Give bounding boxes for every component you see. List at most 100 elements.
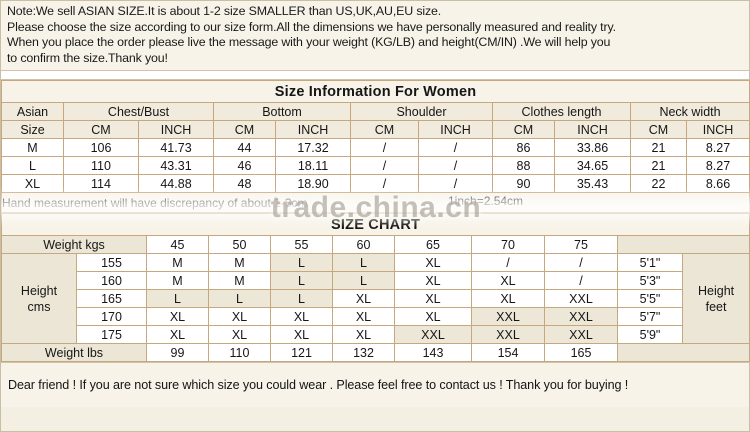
women-cell: / xyxy=(350,138,419,157)
size-information-women-table: Size Information For Women Asian Chest/B… xyxy=(0,80,750,213)
size-cell: XL xyxy=(270,325,333,344)
women-cell: 114 xyxy=(63,174,139,193)
height-cms-label-bottom: cms xyxy=(27,299,51,314)
size-cell: L xyxy=(146,289,209,308)
size-chart-title: SIZE CHART xyxy=(0,213,750,236)
women-cell: / xyxy=(418,156,493,175)
height-feet-value: 5'5" xyxy=(617,289,683,308)
size-cell: XL xyxy=(332,307,395,326)
table-row: XL 114 44.88 48 18.90 / / 90 35.43 22 8.… xyxy=(1,174,750,193)
discrepancy-note: Hand measurement will have discrepancy o… xyxy=(0,192,750,213)
table-row: Height cms 155 M M L L XL / / 5'1" Heigh… xyxy=(1,253,750,344)
size-cell: XL xyxy=(332,289,395,308)
size-cell: / xyxy=(544,253,618,272)
weight-lbs-value: 132 xyxy=(332,343,395,362)
women-cell: 41.73 xyxy=(138,138,214,157)
weight-lbs-empty-cell xyxy=(616,343,750,362)
size-cell: / xyxy=(471,253,545,272)
note-line-3: When you place the order please live the… xyxy=(7,35,611,49)
height-cm-value: 175 xyxy=(76,325,147,344)
height-feet-label-top: Height xyxy=(697,283,735,298)
women-table-unit-header-row: Size CM INCH CM INCH CM INCH CM INCH CM … xyxy=(1,120,750,139)
note-line-2: Please choose the size according to our … xyxy=(7,19,616,34)
women-cell: 8.27 xyxy=(685,156,750,175)
size-cell: L xyxy=(270,253,333,272)
women-cell: 34.65 xyxy=(554,156,631,175)
size-cell: XXL xyxy=(544,307,618,326)
size-cell: XL xyxy=(208,325,271,344)
weight-lbs-label: Weight lbs xyxy=(1,343,147,362)
size-cell: M xyxy=(146,271,209,290)
table-row: M 106 41.73 44 17.32 / / 86 33.86 21 8.2… xyxy=(1,138,750,157)
women-cell: 18.90 xyxy=(275,174,351,193)
weight-lbs-value: 110 xyxy=(208,343,271,362)
women-cell: 43.31 xyxy=(138,156,214,175)
note-line-1: Note:We sell ASIAN SIZE.It is about 1-2 … xyxy=(7,4,442,18)
weight-kgs-value: 75 xyxy=(544,235,618,254)
unit-header-length-inch: INCH xyxy=(554,120,631,139)
size-cell: L xyxy=(270,289,333,308)
women-table-title: Size Information For Women xyxy=(0,80,750,103)
size-cell: XL xyxy=(146,307,209,326)
height-cms-label-top: Height xyxy=(20,283,58,298)
inch-conversion-text: 1inch=2.54cm xyxy=(448,194,524,208)
women-cell: / xyxy=(418,138,493,157)
unit-header-neck-cm: CM xyxy=(630,120,687,139)
size-cell: XXL xyxy=(471,307,545,326)
women-row-size: M xyxy=(1,138,64,157)
women-cell: 8.66 xyxy=(685,174,750,193)
women-cell: 44.88 xyxy=(138,174,214,193)
size-cell: XXL xyxy=(544,325,618,344)
women-cell: 18.11 xyxy=(275,156,351,175)
table-row: 170 XL XL XL XL XL XXL XXL 5'7" xyxy=(2,307,750,326)
group-header-clothes-length: Clothes length xyxy=(492,102,631,121)
weight-lbs-value: 165 xyxy=(544,343,618,362)
size-cell: XXL xyxy=(544,289,618,308)
height-cm-value: 160 xyxy=(76,271,147,290)
asian-size-header-top: Asian xyxy=(1,102,64,121)
discrepancy-left-text: Hand measurement will have discrepancy o… xyxy=(2,195,308,210)
women-cell: 17.32 xyxy=(275,138,351,157)
note-line-4: to confirm the size.Thank you! xyxy=(7,50,168,65)
size-cell: XL xyxy=(270,307,333,326)
unit-header-bottom-inch: INCH xyxy=(275,120,351,139)
height-cm-value: 170 xyxy=(76,307,147,326)
height-feet-label-bottom: feet xyxy=(705,299,727,314)
size-cell: XL xyxy=(471,271,545,290)
weight-kgs-value: 50 xyxy=(208,235,271,254)
table-row: L 110 43.31 46 18.11 / / 88 34.65 21 8.2… xyxy=(1,156,750,175)
weight-lbs-row: Weight lbs 99 110 121 132 143 154 165 xyxy=(1,343,750,362)
table-row: 165 L L L XL XL XL XXL 5'5" xyxy=(2,289,750,308)
size-cell: XL xyxy=(394,289,472,308)
asian-size-header-bottom: Size xyxy=(1,120,64,139)
size-cell: / xyxy=(544,271,618,290)
women-cell: 88 xyxy=(492,156,555,175)
size-cell: L xyxy=(208,289,271,308)
height-feet-value: 5'7" xyxy=(617,307,683,326)
height-feet-value: 5'3" xyxy=(617,271,683,290)
table-row: 175 XL XL XL XL XXL XXL XXL 5'9" xyxy=(2,325,750,344)
height-cms-label: Height cms xyxy=(1,253,77,344)
weight-lbs-value: 99 xyxy=(146,343,209,362)
size-cell: XXL xyxy=(394,325,472,344)
group-header-neck-width: Neck width xyxy=(629,102,750,121)
unit-header-shoulder-cm: CM xyxy=(350,120,419,139)
unit-header-shoulder-inch: INCH xyxy=(418,120,493,139)
size-cell: XXL xyxy=(471,325,545,344)
size-cell: XL xyxy=(208,307,271,326)
height-feet-value: 5'9" xyxy=(617,325,683,344)
weight-kgs-label: Weight kgs xyxy=(1,235,147,254)
women-cell: 46 xyxy=(213,156,276,175)
size-cell: XL xyxy=(394,253,472,272)
size-cell: XL xyxy=(394,307,472,326)
height-cm-value: 165 xyxy=(76,289,147,308)
footer-message: Dear friend ! If you are not sure which … xyxy=(1,362,749,407)
group-header-bottom: Bottom xyxy=(213,102,351,121)
unit-header-bottom-cm: CM xyxy=(213,120,276,139)
size-cell: L xyxy=(332,253,395,272)
size-cell: M xyxy=(208,271,271,290)
size-cell: XL xyxy=(394,271,472,290)
unit-header-chest-inch: INCH xyxy=(138,120,214,139)
size-chart-table: SIZE CHART Weight kgs 45 50 55 60 65 70 … xyxy=(0,213,750,362)
weight-kgs-empty-cell xyxy=(616,235,750,254)
